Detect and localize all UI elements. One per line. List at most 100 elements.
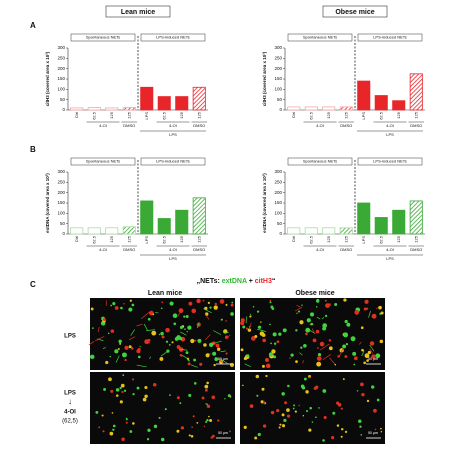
cell	[196, 422, 198, 424]
cell	[191, 309, 196, 314]
cell	[110, 432, 114, 436]
cell	[352, 352, 356, 356]
bar	[340, 107, 352, 110]
cell	[360, 434, 362, 436]
sub-group-label: 4-OI	[169, 247, 177, 252]
cell	[325, 315, 327, 317]
cell	[229, 431, 231, 433]
cell	[299, 320, 303, 324]
y-tick-label: 50	[277, 221, 283, 226]
cell	[148, 342, 150, 344]
sub-group-label: 4-OI	[99, 123, 107, 128]
cell	[254, 437, 257, 440]
bar	[340, 228, 352, 234]
cell	[290, 354, 293, 357]
cell	[159, 357, 163, 361]
cell	[308, 429, 311, 432]
cell	[226, 352, 228, 354]
cell	[121, 384, 125, 388]
cell	[303, 415, 304, 416]
cell	[92, 327, 94, 329]
x-tick-label: 125	[126, 111, 131, 118]
cell	[148, 318, 151, 321]
cell	[240, 321, 244, 325]
cell	[199, 363, 202, 366]
x-tick-label: Ctrl	[291, 236, 296, 242]
panel-letter: B	[30, 145, 36, 154]
cell	[122, 374, 124, 376]
cell	[162, 335, 165, 338]
group-label: LPS-induced NETs	[373, 35, 407, 40]
y-tick-label: 200	[57, 66, 65, 71]
cell	[188, 394, 191, 397]
bar	[141, 87, 153, 110]
cell	[131, 347, 134, 350]
cell	[166, 341, 168, 343]
cell	[317, 356, 322, 361]
y-tick-label: 300	[274, 45, 282, 50]
bar	[158, 97, 170, 110]
row-label: ↓	[68, 397, 72, 406]
cell	[370, 341, 374, 345]
cell	[179, 402, 181, 404]
cell	[114, 349, 118, 353]
bar	[88, 108, 100, 110]
cell	[359, 426, 361, 428]
x-tick-label: 125	[343, 111, 348, 118]
cell	[361, 326, 364, 329]
cell	[365, 300, 369, 304]
column-label: Lean mice	[148, 290, 182, 297]
cell	[102, 414, 104, 416]
cell	[160, 332, 163, 335]
cell	[293, 404, 295, 406]
heading-part: citH3	[255, 278, 272, 285]
bar	[106, 228, 118, 234]
fiber	[140, 346, 142, 347]
bar	[123, 108, 135, 110]
cell	[110, 305, 112, 307]
cell	[279, 424, 281, 426]
cell	[274, 342, 276, 344]
cell	[353, 364, 355, 366]
x-tick-label: 62.5	[161, 235, 166, 244]
chart-title: Lean mice	[121, 9, 155, 16]
cell	[282, 413, 285, 416]
cell	[132, 304, 135, 307]
cell	[253, 306, 255, 308]
x-tick-label: 125	[326, 235, 331, 242]
cell	[180, 326, 183, 329]
cell	[315, 416, 317, 418]
cell	[209, 306, 211, 308]
cell	[120, 400, 123, 403]
cell	[119, 387, 121, 389]
cell	[126, 419, 128, 421]
group-label: Spontaneous NETs	[303, 35, 337, 40]
cell	[103, 388, 106, 391]
x-tick-label: 125	[413, 111, 418, 118]
cell	[341, 436, 343, 438]
cell	[367, 400, 369, 402]
cell	[212, 352, 216, 356]
cell	[368, 351, 371, 354]
bar	[393, 210, 405, 234]
group-label: Spontaneous NETs	[303, 159, 337, 164]
cell	[270, 300, 272, 302]
cell	[191, 426, 193, 428]
y-tick-label: 100	[57, 211, 65, 216]
cell	[356, 313, 358, 315]
cell	[371, 385, 374, 388]
heading-part: „NETs:	[197, 278, 222, 285]
cell	[322, 439, 325, 442]
cell	[260, 321, 261, 322]
cell	[112, 429, 114, 431]
x-tick-label: Ctrl	[74, 236, 79, 242]
cell	[296, 313, 297, 314]
cell	[305, 333, 308, 336]
y-tick-label: 150	[57, 200, 65, 205]
cell	[342, 345, 346, 349]
y-tick-label: 50	[60, 221, 66, 226]
cell	[273, 332, 277, 336]
x-tick-label: 62.5	[161, 111, 166, 120]
group-label: LPS-induced NETs	[373, 159, 407, 164]
